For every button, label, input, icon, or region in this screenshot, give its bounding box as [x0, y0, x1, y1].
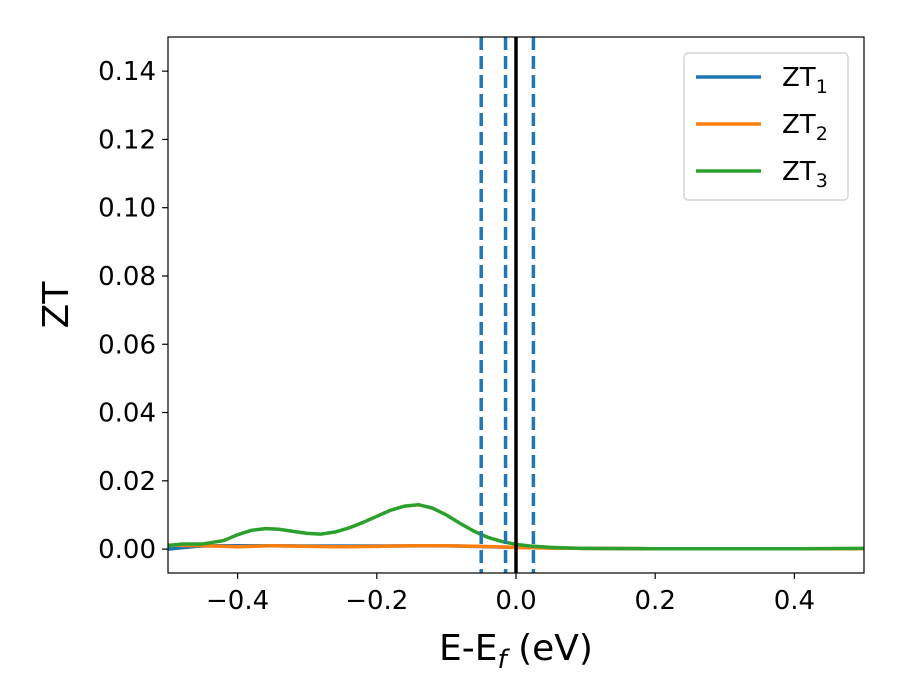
x-axis-label: E-Ef (eV) — [439, 628, 593, 675]
y-tick-label: 0.04 — [98, 399, 156, 429]
series-layer — [168, 502, 864, 551]
y-tick-label: 0.06 — [98, 330, 156, 360]
reference-lines — [479, 37, 536, 573]
x-axis-label-main: E-E — [439, 628, 497, 669]
x-tick-label: −0.2 — [345, 586, 408, 616]
legend-label-2: ZT2 — [782, 110, 828, 145]
y-tick-label: 0.00 — [98, 535, 156, 565]
y-tick-label: 0.14 — [98, 57, 156, 87]
y-tick-label: 0.10 — [98, 194, 156, 224]
series-line-3 — [168, 502, 864, 551]
x-axis-label-unit: (eV) — [507, 628, 593, 669]
x-tick-label: 0.0 — [495, 586, 536, 616]
y-tick-label: 0.08 — [98, 262, 156, 292]
legend-label-3: ZT3 — [782, 157, 828, 192]
legend-label-1: ZT1 — [782, 63, 828, 98]
x-axis-ticks: −0.4 −0.2 0.0 0.2 0.4 — [206, 573, 815, 616]
x-tick-label: 0.2 — [635, 586, 676, 616]
y-axis-label: ZT — [36, 281, 77, 329]
y-axis-ticks: 0.00 0.02 0.04 0.06 0.08 0.10 0.12 0.14 — [98, 57, 168, 565]
x-tick-label: 0.4 — [774, 586, 815, 616]
legend-box — [683, 52, 849, 201]
y-tick-label: 0.02 — [98, 467, 156, 497]
legend: ZT1 ZT2 ZT3 — [683, 52, 849, 201]
x-tick-label: −0.4 — [206, 586, 269, 616]
y-tick-label: 0.12 — [98, 125, 156, 155]
